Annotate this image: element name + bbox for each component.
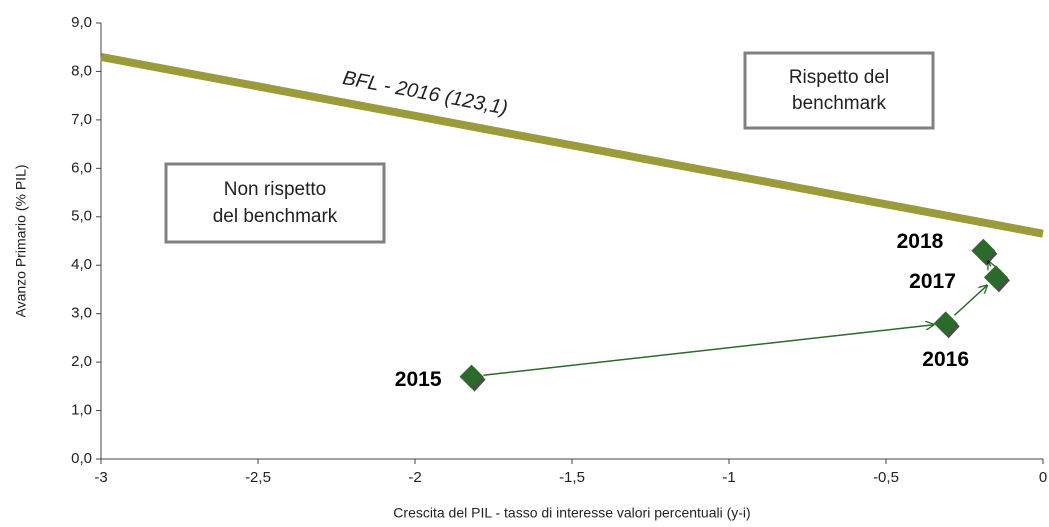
x-tick-label: -2 [408,469,421,486]
line-label: BFL - 2016 (123,1) [341,67,510,119]
y-axis-label: Avanzo Primario (% PIL) [13,164,29,317]
y-tick-label: 6,0 [71,159,92,176]
x-tick-label: 0 [1039,469,1047,486]
y-tick-label: 9,0 [71,14,92,31]
box-left: Non rispetto del benchmark [164,162,386,244]
box [743,51,935,130]
marker [933,311,958,336]
x-tick-label: -3 [94,469,107,486]
arrow [954,285,988,316]
y-tick-label: 4,0 [71,256,92,273]
point-label: 2016 [922,348,969,371]
box [164,162,386,244]
point [971,238,998,266]
marker [971,238,996,263]
point-label: 2018 [897,230,944,253]
x-tick-label: -1,5 [559,469,585,486]
y-tick-label: 2,0 [71,353,92,370]
y-tick-label: 0,0 [71,450,92,467]
box-text: del benchmark [213,206,338,227]
x-tick-label: -2,5 [245,469,271,486]
x-axis-label: Crescita del PIL - tasso di interesse va… [393,505,750,521]
arrow [483,325,933,377]
point [983,265,1010,293]
marker [983,265,1008,290]
box-right: Rispetto del benchmark [743,51,935,130]
y-tick-label: 1,0 [71,402,92,419]
benchmark-line [100,52,1044,238]
x-tick-label: -0,5 [873,469,899,486]
point-label: 2017 [909,270,956,293]
box-text: Rispetto del [789,67,889,88]
x-tick-label: -1 [722,469,735,486]
box-text: Non rispetto [224,179,326,200]
point-label: 2015 [395,368,442,391]
y-tick-label: 5,0 [71,208,92,225]
point [459,364,486,392]
marker [459,364,484,389]
box-text: benchmark [792,93,886,114]
point [933,311,960,339]
y-tick-label: 7,0 [71,111,92,128]
y-tick-label: 3,0 [71,305,92,322]
y-tick-label: 8,0 [71,62,92,79]
